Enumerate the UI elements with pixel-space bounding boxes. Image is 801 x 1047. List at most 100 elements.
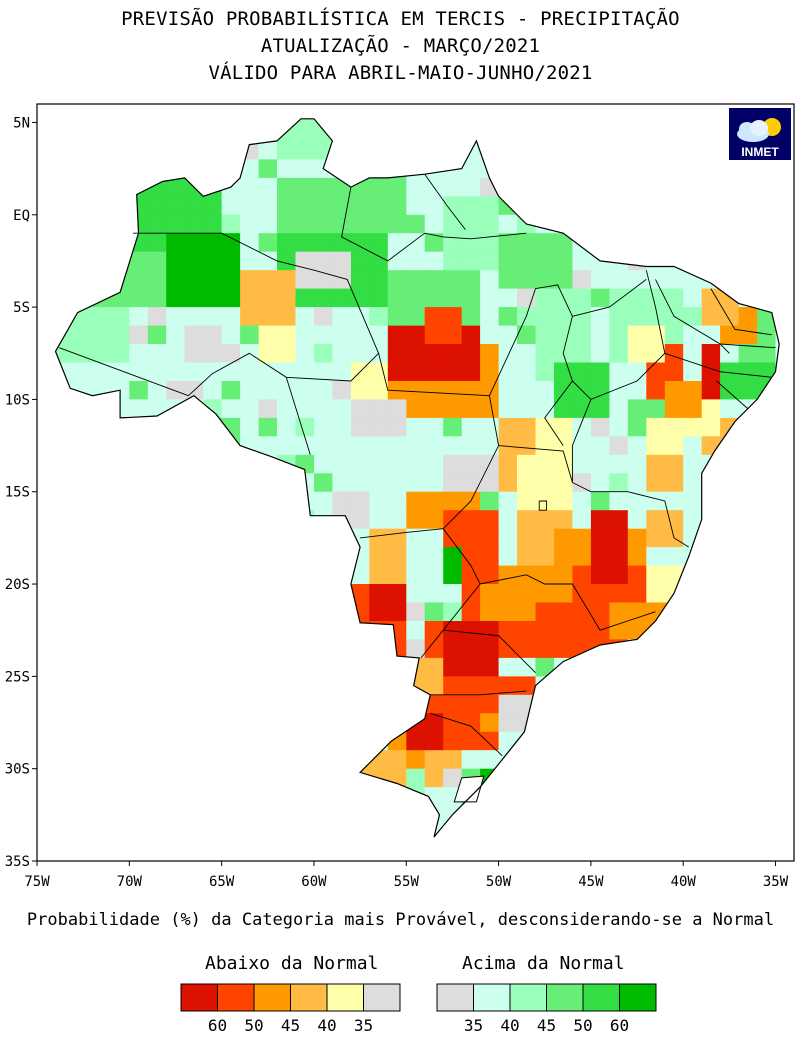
prob-cell	[535, 436, 555, 456]
legend-below-swatch	[290, 983, 328, 1012]
prob-cell	[443, 584, 463, 604]
prob-cell	[424, 491, 444, 511]
prob-cell	[535, 657, 555, 677]
prob-cell	[295, 307, 315, 327]
prob-cell	[572, 251, 592, 271]
prob-cell	[350, 288, 370, 308]
prob-cell	[73, 344, 93, 364]
prob-cell	[535, 454, 555, 474]
prob-cell	[757, 325, 777, 345]
prob-cell	[517, 473, 537, 493]
prob-cell	[221, 214, 241, 234]
prob-cell	[498, 510, 518, 530]
prob-cell	[480, 325, 500, 345]
prob-cell	[627, 584, 647, 604]
prob-cell	[443, 621, 463, 641]
prob-cell	[203, 214, 223, 234]
lon-label: 40W	[671, 874, 697, 890]
prob-cell	[480, 177, 500, 197]
prob-cell	[517, 288, 537, 308]
prob-cell	[147, 307, 167, 327]
prob-cell	[424, 528, 444, 548]
lon-label: 75W	[24, 874, 50, 890]
prob-cell	[461, 251, 481, 271]
prob-cell	[277, 159, 297, 179]
prob-cell	[498, 528, 518, 548]
prob-cell	[350, 399, 370, 419]
prob-cell	[350, 584, 370, 604]
prob-cell	[424, 750, 444, 770]
prob-cell	[221, 196, 241, 216]
prob-cell	[701, 362, 721, 382]
prob-cell	[332, 288, 352, 308]
prob-cell	[572, 547, 592, 567]
state-border-line	[655, 279, 730, 354]
prob-cell	[203, 196, 223, 216]
prob-cell	[350, 270, 370, 290]
prob-cell	[461, 159, 481, 179]
cloud-sun-icon	[737, 120, 769, 142]
lon-label: 50W	[486, 874, 512, 890]
state-border-line	[572, 270, 666, 400]
prob-cell	[240, 417, 260, 437]
prob-cell	[258, 177, 278, 197]
prob-cell	[554, 621, 574, 641]
prob-cell	[166, 362, 186, 382]
state-borders	[59, 173, 776, 757]
legend-boxes	[180, 983, 657, 1012]
prob-cell	[203, 344, 223, 364]
lat-label: 30S	[5, 762, 30, 778]
prob-cell	[461, 639, 481, 659]
prob-cell	[295, 288, 315, 308]
prob-cell	[535, 214, 555, 234]
prob-cell	[387, 177, 407, 197]
prob-cell	[443, 177, 463, 197]
prob-cell	[480, 491, 500, 511]
prob-cell	[498, 251, 518, 271]
prob-cell	[443, 528, 463, 548]
prob-cell	[147, 270, 167, 290]
prob-cell	[498, 713, 518, 733]
prob-cell	[166, 288, 186, 308]
prob-cell	[443, 657, 463, 677]
prob-cell	[480, 657, 500, 677]
prob-cell	[369, 177, 389, 197]
prob-cell	[461, 270, 481, 290]
lat-label: 15S	[5, 485, 30, 501]
prob-cell	[110, 325, 130, 345]
prob-cell	[535, 233, 555, 253]
legend-above-tick-label: 40	[500, 1016, 520, 1035]
prob-cell	[590, 528, 610, 548]
prob-cell	[683, 399, 703, 419]
prob-cell	[646, 436, 666, 456]
legend-above-swatch	[546, 983, 584, 1012]
prob-cell	[314, 251, 334, 271]
prob-cell	[627, 454, 647, 474]
prob-cell	[480, 750, 500, 770]
prob-cell	[387, 436, 407, 456]
prob-cell	[350, 417, 370, 437]
prob-cell	[480, 140, 500, 160]
prob-cell	[480, 288, 500, 308]
prob-cell	[590, 288, 610, 308]
prob-cell	[664, 325, 684, 345]
prob-cell	[627, 528, 647, 548]
prob-cell	[443, 547, 463, 567]
prob-cell	[387, 417, 407, 437]
prob-cell	[627, 565, 647, 585]
prob-cell	[609, 288, 629, 308]
prob-cell	[332, 417, 352, 437]
prob-cell	[369, 307, 389, 327]
prob-cell	[258, 288, 278, 308]
prob-cell	[517, 602, 537, 622]
prob-cell	[609, 565, 629, 585]
prob-cell	[240, 233, 260, 253]
prob-cell	[498, 602, 518, 622]
prob-cell	[443, 251, 463, 271]
prob-cell	[240, 399, 260, 419]
prob-cell	[683, 491, 703, 511]
prob-cell	[387, 454, 407, 474]
prob-cell	[646, 454, 666, 474]
prob-cell	[535, 399, 555, 419]
prob-cell	[221, 270, 241, 290]
